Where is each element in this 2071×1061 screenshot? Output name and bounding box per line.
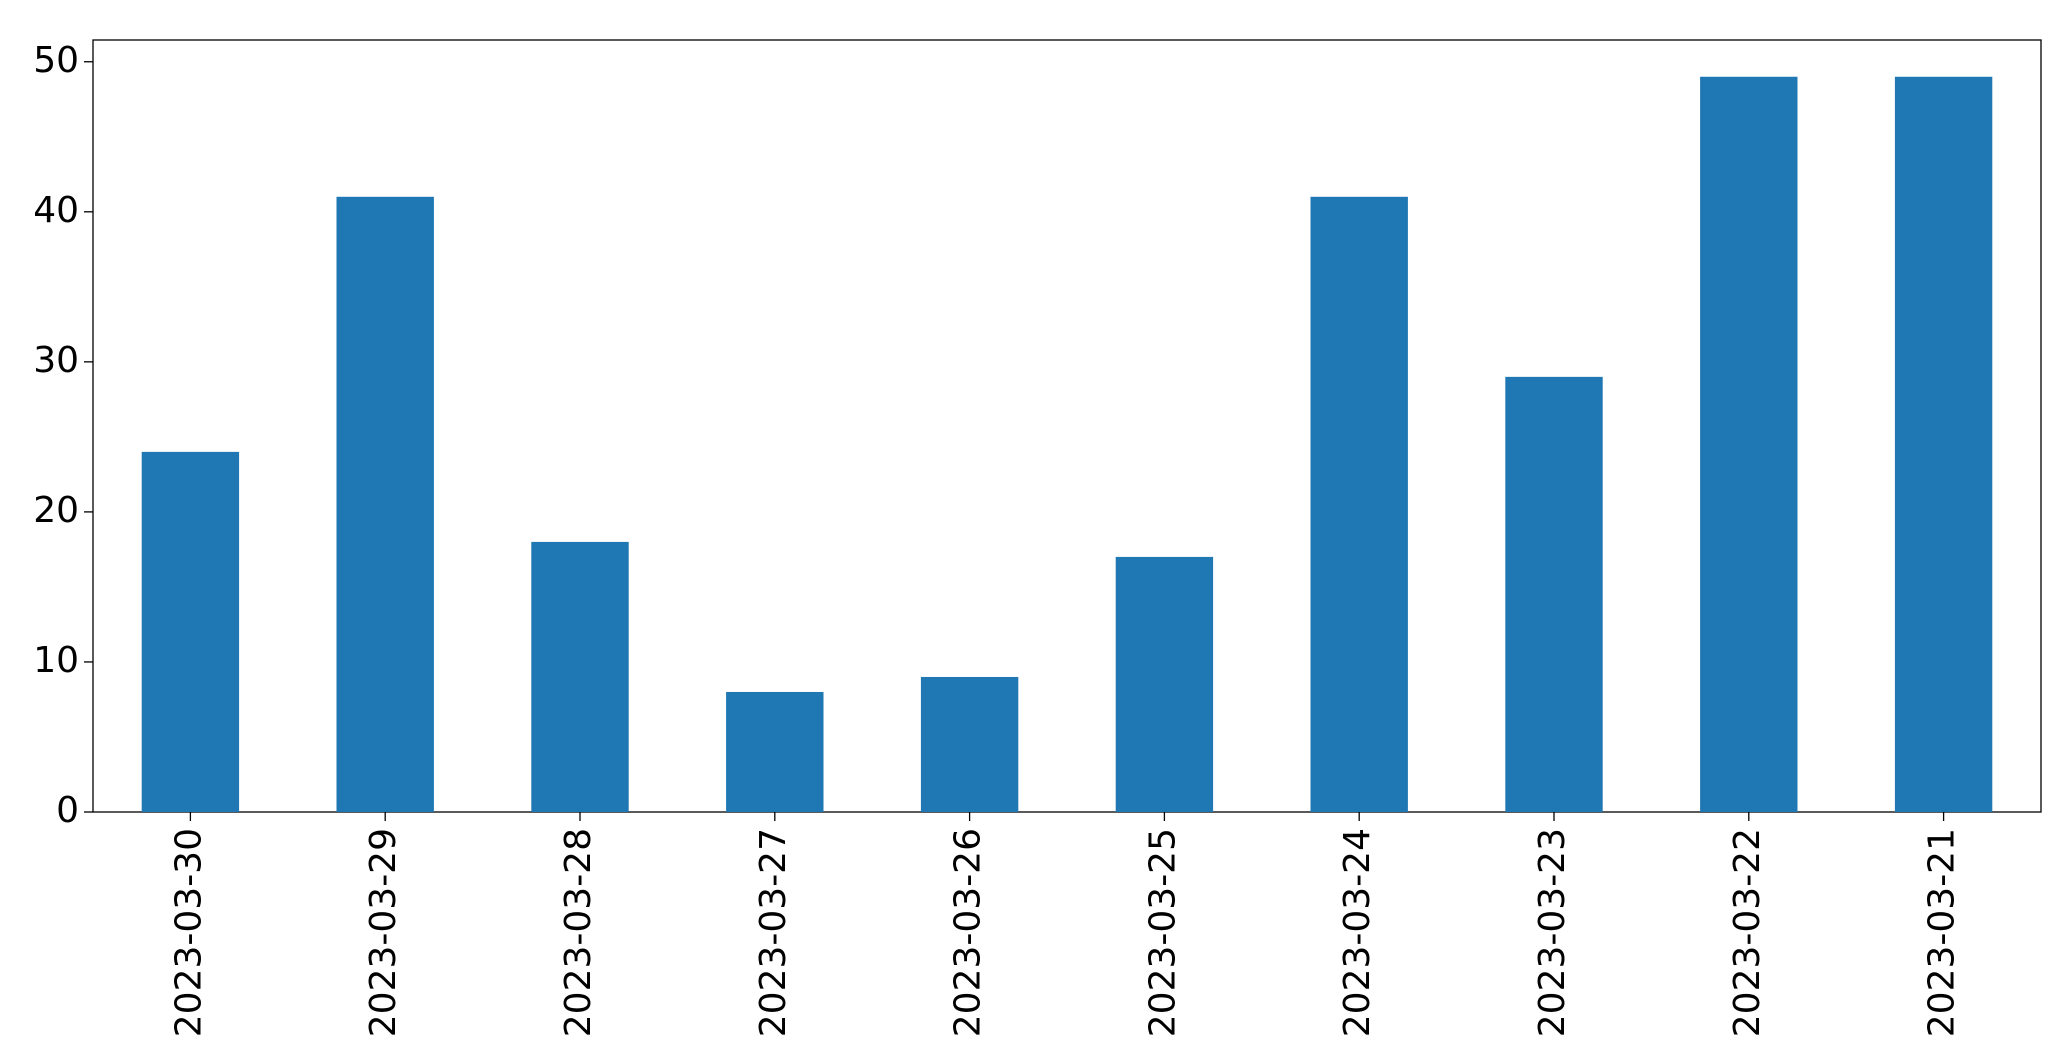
y-tick-label: 10 bbox=[33, 640, 79, 681]
x-tick-label: 2023-03-21 bbox=[1922, 828, 1963, 1037]
plot-frame bbox=[92, 39, 2042, 813]
bar bbox=[1505, 376, 1603, 812]
y-tick-label: 0 bbox=[56, 790, 79, 831]
y-tick-label: 30 bbox=[33, 340, 79, 381]
bar bbox=[1310, 196, 1408, 812]
y-tick-label: 20 bbox=[33, 490, 79, 531]
bar bbox=[141, 451, 240, 812]
bar bbox=[1700, 76, 1798, 812]
bar bbox=[1115, 556, 1214, 812]
bar bbox=[531, 541, 629, 812]
x-tick-label: 2023-03-30 bbox=[168, 828, 209, 1037]
x-tick-label: 2023-03-28 bbox=[558, 828, 599, 1037]
x-tick-label: 2023-03-26 bbox=[948, 828, 989, 1037]
x-tick-label: 2023-03-27 bbox=[753, 828, 794, 1037]
x-tick-label: 2023-03-29 bbox=[363, 828, 404, 1037]
x-tick-label: 2023-03-24 bbox=[1337, 828, 1378, 1037]
y-tick-label: 50 bbox=[33, 40, 79, 81]
x-tick-label: 2023-03-22 bbox=[1727, 828, 1768, 1037]
bar bbox=[726, 691, 824, 812]
bar bbox=[336, 196, 434, 812]
x-tick-label: 2023-03-23 bbox=[1532, 828, 1573, 1037]
x-tick-label: 2023-03-25 bbox=[1142, 828, 1183, 1037]
y-tick-label: 40 bbox=[33, 190, 79, 231]
bar bbox=[920, 676, 1019, 812]
bar bbox=[1894, 76, 1993, 812]
